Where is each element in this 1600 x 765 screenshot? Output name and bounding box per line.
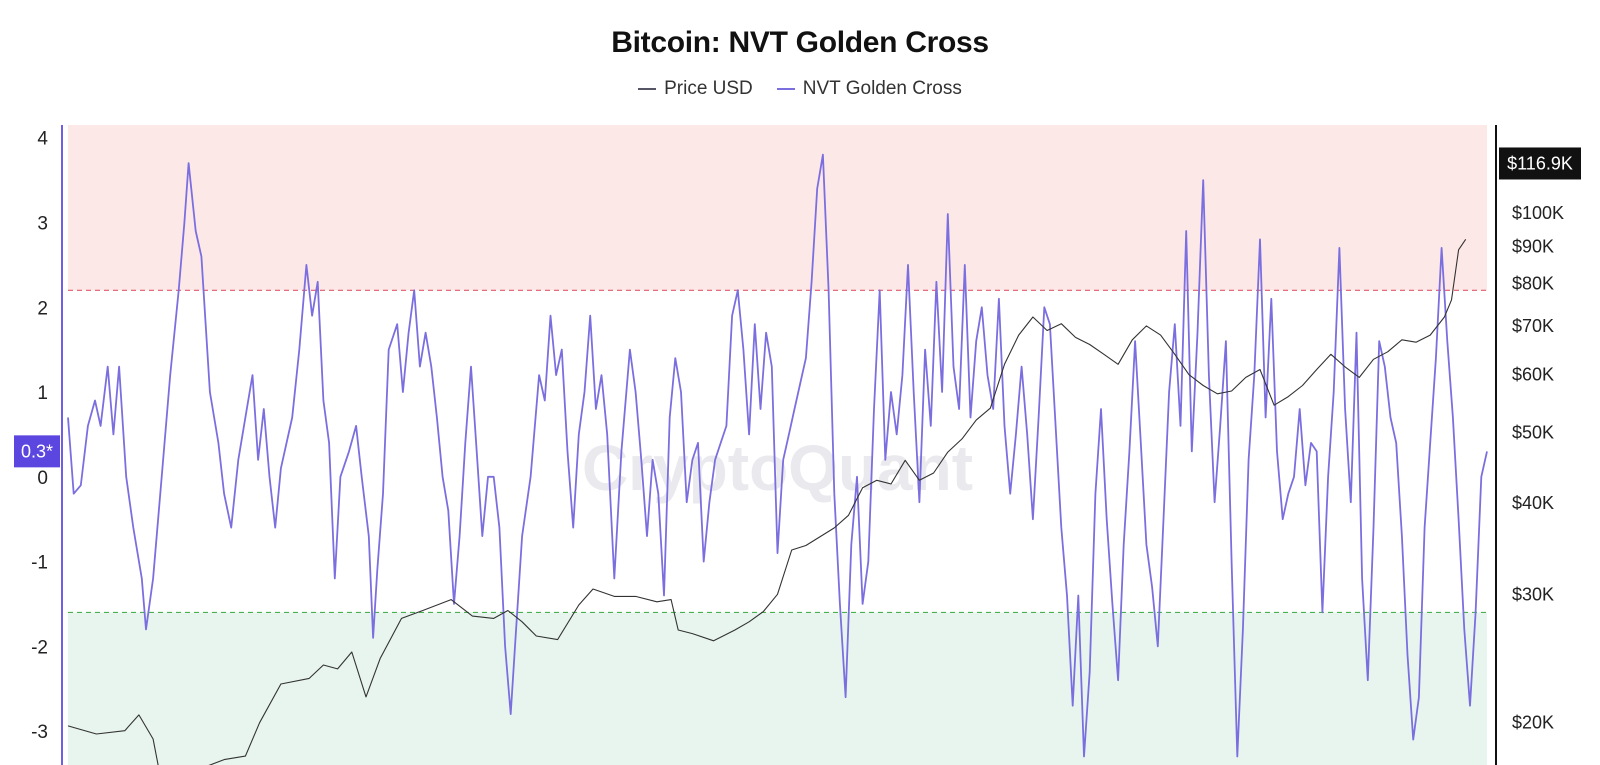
series-line-price [67,238,1467,765]
watermark: CryptoQuant [582,432,973,504]
right-value-badge-label: $116.9K [1507,153,1573,173]
right-tick-label: $80K [1512,274,1554,294]
left-tick-label: 3 [37,213,48,234]
right-tick-label: $30K [1512,584,1554,604]
left-tick-label: -1 [31,553,48,574]
chart-title: Bitcoin: NVT Golden Cross [611,26,989,59]
legend-swatch-price [638,88,657,90]
left-tick-label: 0 [37,468,48,489]
left-tick-label: -3 [31,722,48,743]
left-tick-label: 4 [37,129,48,150]
right-tick-label: $40K [1512,493,1554,513]
right-tick-label: $20K [1512,713,1554,733]
right-tick-label: $70K [1512,316,1554,336]
legend-label-price: Price USD [664,78,753,99]
left-tick-label: 2 [37,298,48,319]
legend: Price USD NVT Golden Cross [0,78,1600,100]
left-tick-label: 1 [37,383,48,404]
legend-item-nvt[interactable]: NVT Golden Cross [776,78,962,100]
right-tick-label: $90K [1512,236,1554,256]
right-tick-label: $100K [1512,203,1564,223]
right-tick-label: $60K [1512,365,1554,385]
right-tick-label: $50K [1512,422,1554,442]
left-tick-label: -2 [31,637,48,658]
right-value-badge [1499,147,1581,180]
legend-label-nvt: NVT Golden Cross [802,78,962,99]
series-line-nvt [67,153,1488,758]
left-value-badge [14,435,60,468]
legend-item-price[interactable]: Price USD [638,78,753,100]
left-value-badge-label: 0.3* [21,441,53,461]
legend-swatch-nvt [776,88,795,90]
band-overheated [68,125,1487,291]
band-undervalued [68,612,1487,765]
